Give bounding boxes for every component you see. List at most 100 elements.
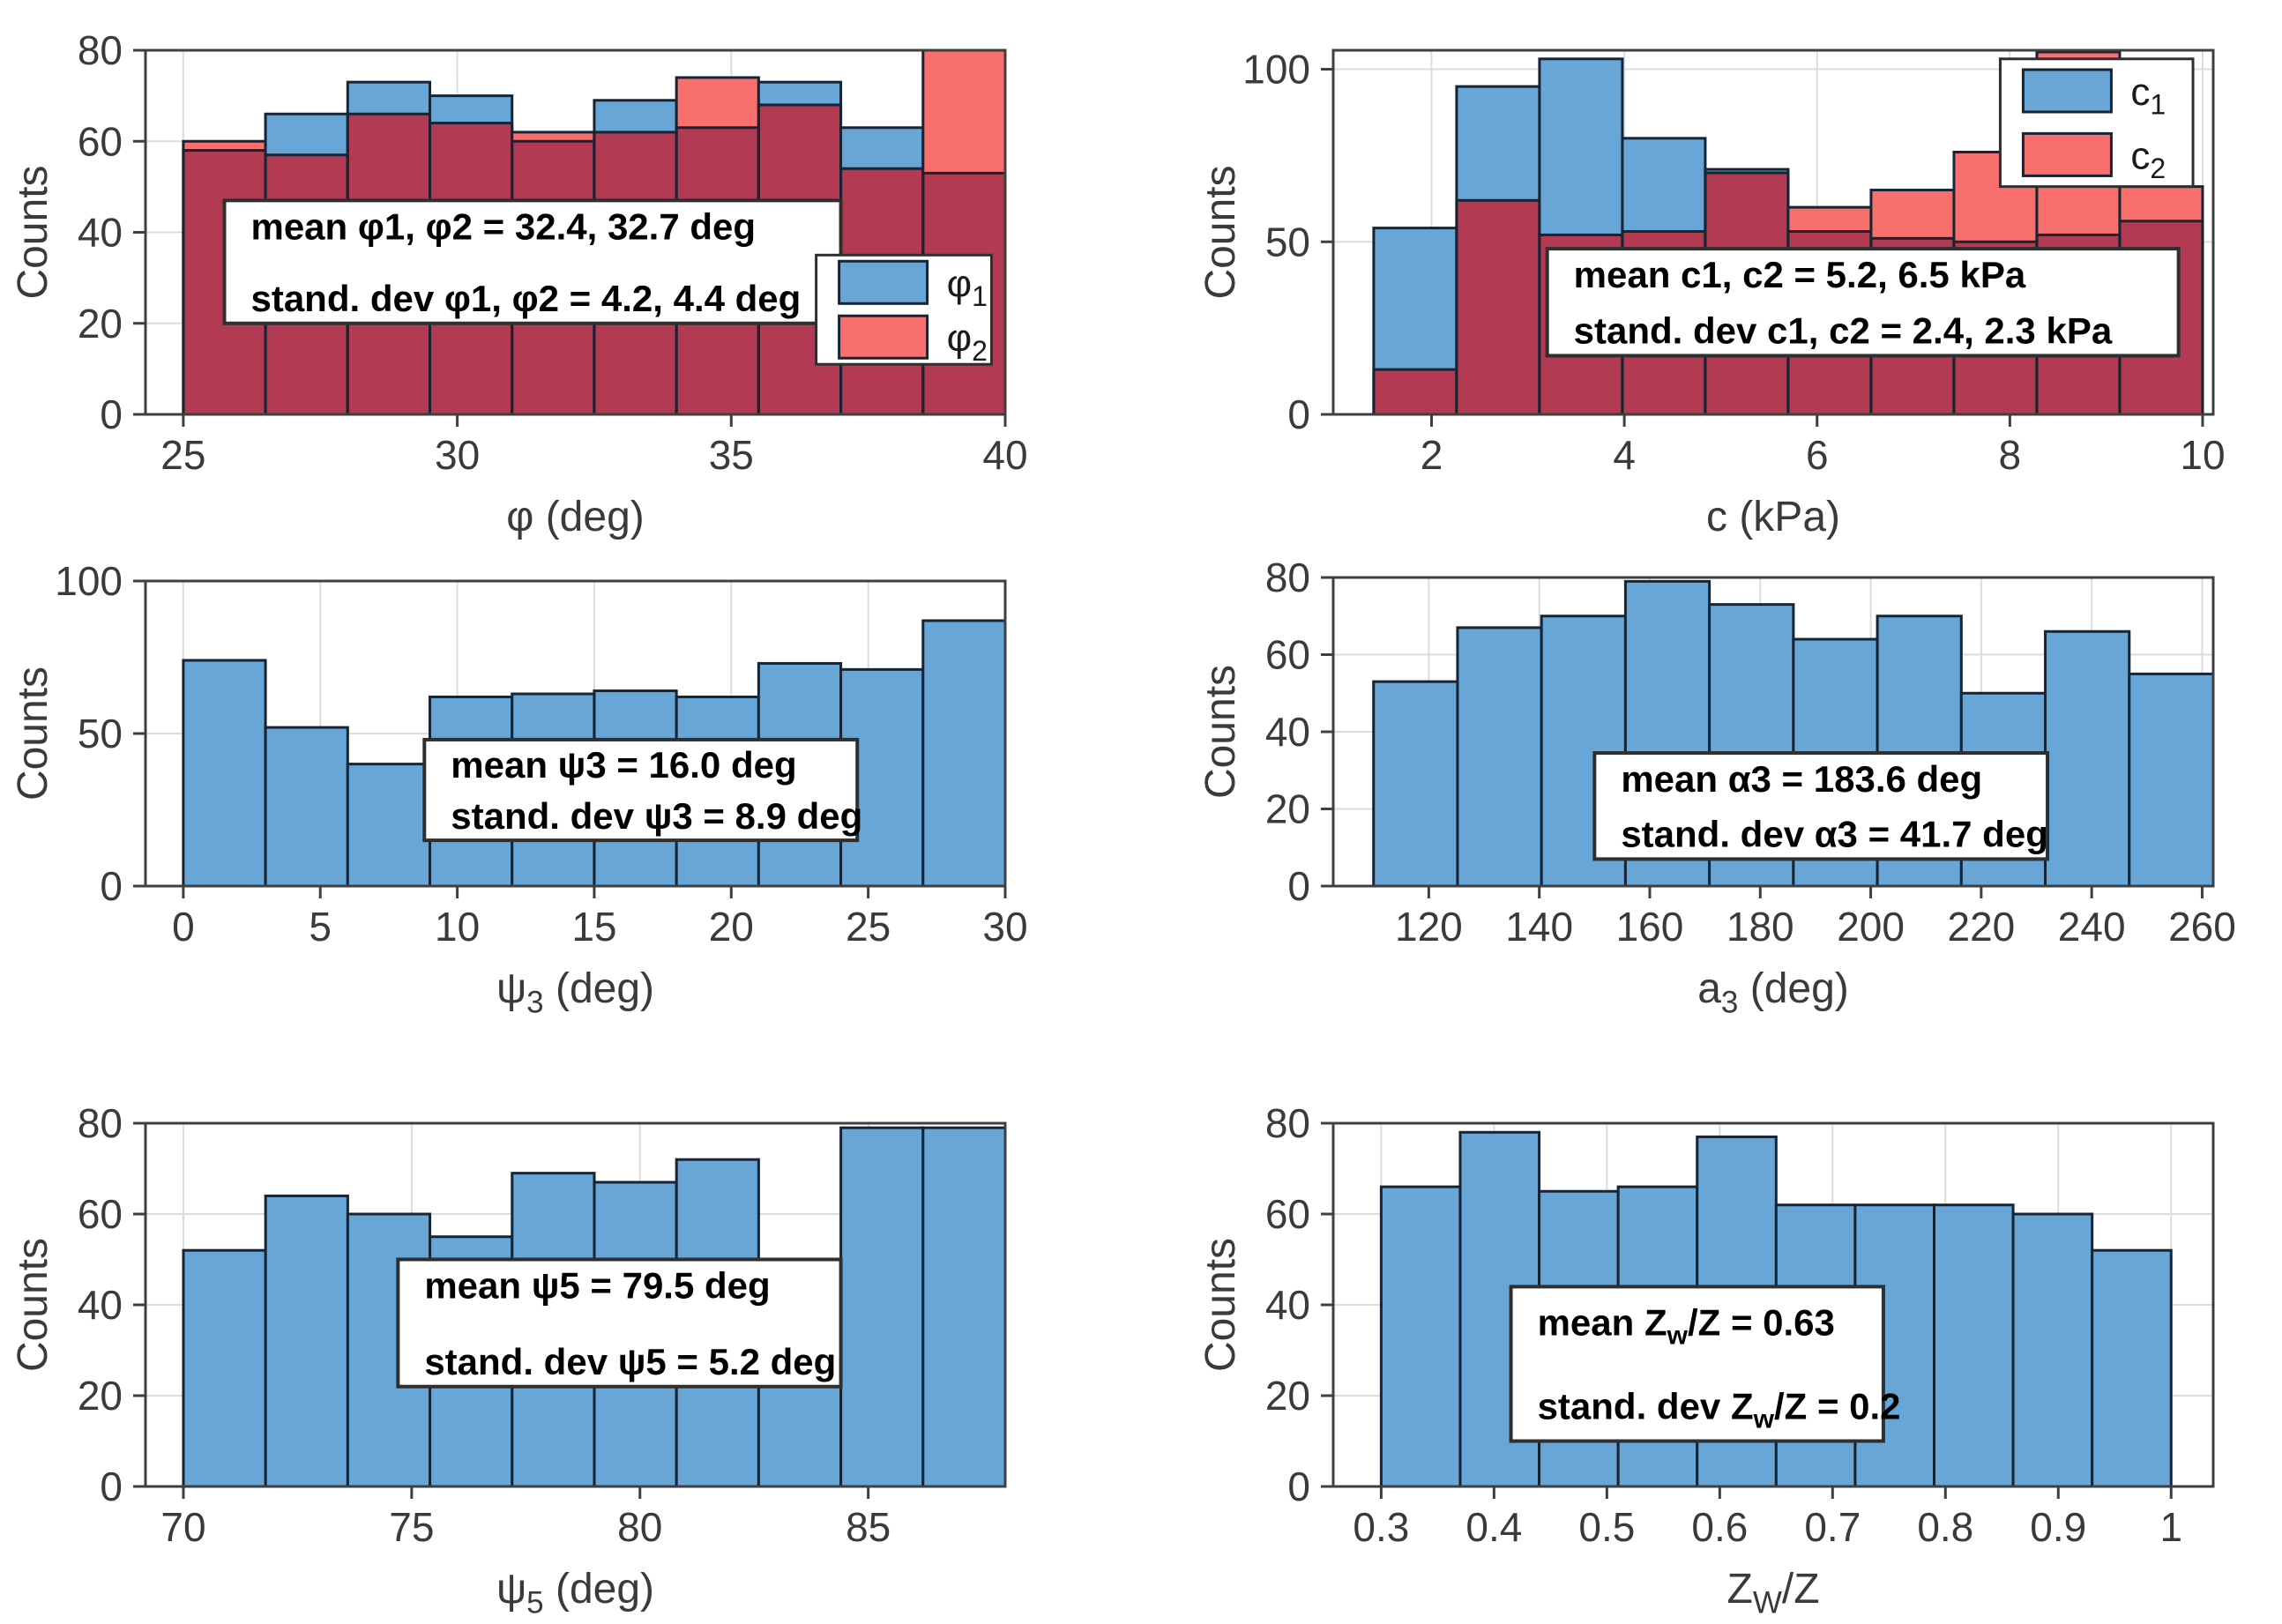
- x-tick-label: 140: [1505, 904, 1573, 950]
- stats-annotation-line: mean φ1, φ2 = 32.4, 32.7 deg: [250, 205, 756, 247]
- y-axis-label: Counts: [10, 165, 56, 299]
- y-tick-label: 80: [1265, 1100, 1310, 1146]
- x-tick-label: 80: [617, 1504, 662, 1550]
- y-tick-label: 20: [1265, 786, 1310, 832]
- x-axis-label: a3 (deg): [1697, 965, 1849, 1020]
- y-axis-label: Counts: [1197, 1238, 1244, 1372]
- y-tick-label: 20: [78, 301, 123, 346]
- y-tick-label: 20: [78, 1373, 123, 1419]
- histogram-bar: [1372, 680, 1459, 888]
- x-tick-label: 30: [435, 432, 480, 478]
- x-tick-label: 2: [1421, 432, 1443, 478]
- x-axis-label: ZW/Z: [1726, 1566, 1819, 1620]
- y-tick-label: 50: [1265, 219, 1310, 264]
- legend-swatch-red: [838, 314, 929, 360]
- histogram-bar-series1: [429, 95, 512, 123]
- y-axis-label: Counts: [10, 667, 56, 801]
- x-tick-label: 0.7: [1804, 1504, 1861, 1550]
- subplot-phi: 25 30 35 40 0 20 40 60 80 φ (deg) Counts mean φ1, φ…: [10, 27, 1028, 540]
- x-axis-label: ψ3 (deg): [496, 965, 654, 1020]
- histogram-bar-overlap: [1456, 200, 1540, 414]
- x-axis-label: φ (deg): [506, 494, 645, 540]
- histogram-bar: [182, 659, 267, 888]
- stats-annotation-line: mean ψ3 = 16.0 deg: [451, 744, 796, 786]
- y-tick-label: 0: [100, 391, 123, 437]
- histogram-bar: [921, 1126, 1007, 1488]
- histogram-bar-series1: [1373, 227, 1457, 370]
- histogram-bar-series1: [1539, 58, 1622, 235]
- y-tick-label: 40: [1265, 709, 1310, 755]
- y-tick-label: 0: [1287, 391, 1310, 437]
- y-axis-label: Counts: [1197, 165, 1244, 299]
- histogram-bar-series1: [840, 127, 923, 169]
- subplot-a3: 120 140 160 180 200 220 240 260 0 20 40 60 80 a3 (deg…: [1197, 555, 2236, 1020]
- x-tick-label: 0.5: [1578, 1504, 1635, 1550]
- y-tick-label: 0: [1287, 863, 1310, 909]
- x-tick-label: 260: [2168, 904, 2236, 950]
- histogram-bar: [1379, 1185, 1462, 1488]
- y-tick-label: 40: [78, 210, 123, 256]
- stats-annotation-box: [396, 1257, 843, 1389]
- histogram-bar-series1: [593, 100, 677, 132]
- histogram-bar: [1456, 626, 1543, 888]
- histogram-bar-series2: [1870, 190, 1954, 239]
- x-tick-label: 20: [709, 904, 754, 950]
- histogram-bar-overlap: [1373, 369, 1457, 414]
- y-tick-label: 40: [78, 1282, 123, 1328]
- stats-annotation-line: stand. dev ψ3 = 8.9 deg: [451, 795, 862, 837]
- histogram-bar: [182, 1248, 267, 1488]
- histogram-bar: [346, 763, 432, 888]
- x-tick-label: 25: [160, 432, 205, 478]
- x-tick-label: 180: [1726, 904, 1794, 950]
- legend-label: φ1: [947, 262, 988, 312]
- y-tick-label: 100: [1242, 47, 1310, 93]
- x-tick-label: 0.4: [1465, 1504, 1522, 1550]
- legend-swatch-blue: [838, 259, 929, 305]
- x-tick-label: 0.9: [2030, 1504, 2086, 1550]
- y-axis-label: Counts: [1197, 665, 1244, 799]
- histogram-bar: [264, 726, 349, 888]
- y-tick-label: 0: [1287, 1464, 1310, 1509]
- y-tick-label: 0: [100, 1464, 123, 1509]
- subplot-zwz: 0.3 0.4 0.5 0.6 0.7 0.8 0.9 1 0 20 40 60 80 ZW/Z Count…: [1197, 1100, 2215, 1620]
- histogram-bar-series1: [1622, 138, 1705, 232]
- legend-label: c2: [2130, 134, 2166, 184]
- histogram-bar: [1933, 1203, 2015, 1488]
- subplot-psi5: 70 75 80 85 0 20 40 60 80 ψ5 (deg) Counts mean ψ5 =…: [10, 1100, 1007, 1620]
- x-tick-label: 10: [435, 904, 480, 950]
- x-axis-label: c (kPa): [1706, 494, 1840, 540]
- axes-box: [1331, 48, 2215, 416]
- histogram-bar-series2: [922, 50, 1005, 174]
- x-tick-label: 240: [2058, 904, 2126, 950]
- x-tick-label: 120: [1395, 904, 1463, 950]
- stats-annotation-line: mean c1, c2 = 5.2, 6.5 kPa: [1574, 254, 2026, 295]
- x-tick-label: 200: [1837, 904, 1905, 950]
- y-tick-label: 60: [78, 118, 123, 164]
- y-tick-label: 80: [1265, 555, 1310, 600]
- x-tick-label: 40: [982, 432, 1027, 478]
- stats-annotation-box: [1545, 247, 2181, 358]
- y-tick-label: 20: [1265, 1373, 1310, 1419]
- stats-annotation-box: [1509, 1285, 1885, 1443]
- stats-annotation-line: stand. dev c1, c2 = 2.4, 2.3 kPa: [1574, 310, 2113, 352]
- x-tick-label: 0: [172, 904, 195, 950]
- y-tick-label: 60: [78, 1191, 123, 1237]
- histogram-bar-series1: [1704, 169, 1788, 173]
- histogram-bar-series1: [265, 114, 348, 155]
- y-tick-label: 60: [1265, 1191, 1310, 1237]
- y-tick-label: 80: [78, 1100, 123, 1146]
- y-tick-label: 50: [78, 711, 123, 756]
- x-tick-label: 8: [1999, 432, 2022, 478]
- x-tick-label: 0.8: [1917, 1504, 1973, 1550]
- x-tick-label: 5: [309, 904, 332, 950]
- y-tick-label: 80: [78, 27, 123, 73]
- legend-swatch-red: [2021, 131, 2113, 177]
- x-tick-label: 35: [709, 432, 754, 478]
- y-tick-label: 60: [1265, 632, 1310, 678]
- x-tick-label: 25: [846, 904, 891, 950]
- x-tick-label: 1: [2159, 1504, 2182, 1550]
- x-tick-label: 220: [1947, 904, 2015, 950]
- histogram-bar: [2011, 1212, 2094, 1488]
